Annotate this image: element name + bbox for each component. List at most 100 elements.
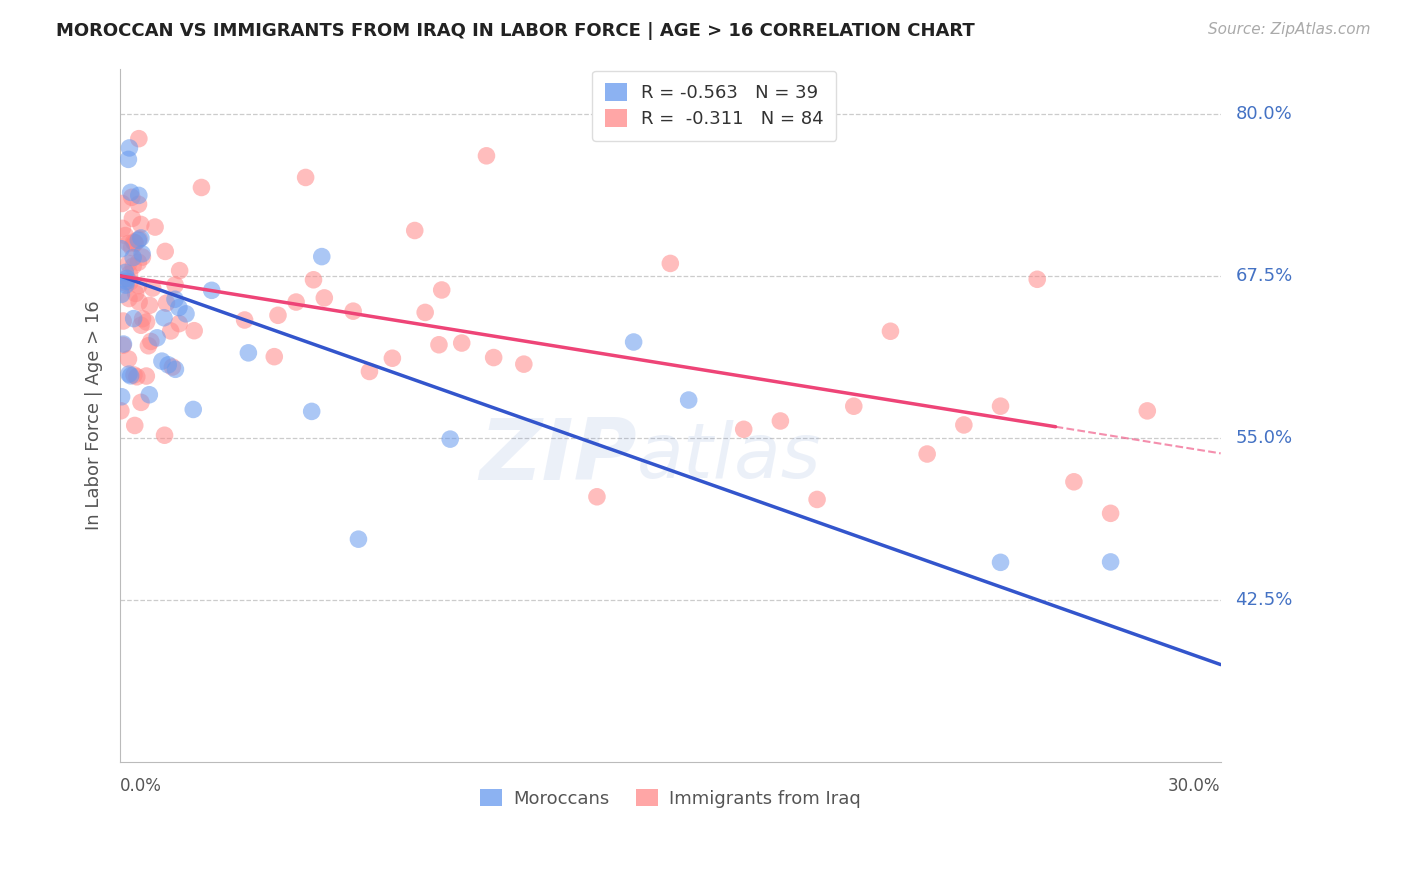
Point <box>190 180 212 194</box>
Point <box>129 231 152 245</box>
Text: 30.0%: 30.0% <box>1168 777 1220 796</box>
Point <box>138 298 160 312</box>
Point <box>842 399 865 413</box>
Point <box>128 232 150 246</box>
Point <box>359 364 381 378</box>
Point <box>263 350 285 364</box>
Point <box>117 153 139 167</box>
Point <box>117 236 139 251</box>
Point <box>131 311 153 326</box>
Point <box>342 304 364 318</box>
Point <box>131 246 153 260</box>
Point <box>114 265 136 279</box>
Point <box>127 255 149 269</box>
Point <box>110 390 132 404</box>
Point <box>953 417 976 432</box>
Point <box>769 414 792 428</box>
Point <box>475 149 498 163</box>
Text: Source: ZipAtlas.com: Source: ZipAtlas.com <box>1208 22 1371 37</box>
Point <box>114 228 136 243</box>
Point <box>135 369 157 384</box>
Point <box>129 395 152 409</box>
Point <box>450 336 472 351</box>
Text: 67.5%: 67.5% <box>1236 267 1292 285</box>
Point <box>143 220 166 235</box>
Text: atlas: atlas <box>637 420 821 494</box>
Point <box>110 404 132 418</box>
Point <box>302 273 325 287</box>
Point <box>427 338 450 352</box>
Point <box>124 286 146 301</box>
Point <box>128 197 150 211</box>
Point <box>129 218 152 232</box>
Point <box>118 367 141 381</box>
Point <box>1099 555 1122 569</box>
Point <box>117 351 139 366</box>
Point <box>128 131 150 145</box>
Point <box>129 318 152 333</box>
Point <box>115 271 138 285</box>
Point <box>122 235 145 249</box>
Point <box>733 422 755 436</box>
Point <box>122 368 145 382</box>
Point <box>159 324 181 338</box>
Point <box>131 250 153 264</box>
Point <box>114 278 136 293</box>
Point <box>128 294 150 309</box>
Point <box>990 555 1012 569</box>
Point <box>169 263 191 277</box>
Point <box>301 404 323 418</box>
Point <box>430 283 453 297</box>
Point <box>120 368 142 383</box>
Text: 80.0%: 80.0% <box>1236 105 1292 123</box>
Point <box>124 418 146 433</box>
Point <box>125 369 148 384</box>
Point <box>110 287 132 301</box>
Point <box>122 259 145 273</box>
Point <box>115 274 138 288</box>
Point <box>112 337 135 351</box>
Point <box>163 292 186 306</box>
Point <box>120 186 142 200</box>
Point <box>112 338 135 352</box>
Point <box>314 291 336 305</box>
Point <box>183 324 205 338</box>
Point <box>138 339 160 353</box>
Point <box>586 490 609 504</box>
Point <box>122 311 145 326</box>
Point <box>513 357 536 371</box>
Point <box>142 281 165 295</box>
Point <box>990 399 1012 413</box>
Point <box>1063 475 1085 489</box>
Point <box>150 354 173 368</box>
Point <box>678 392 700 407</box>
Point <box>155 296 177 310</box>
Point <box>138 388 160 402</box>
Point <box>114 276 136 290</box>
Point <box>413 305 436 319</box>
Point <box>122 251 145 265</box>
Point <box>120 275 142 289</box>
Point <box>111 196 134 211</box>
Point <box>118 141 141 155</box>
Point <box>153 310 176 325</box>
Point <box>153 428 176 442</box>
Point <box>167 317 190 331</box>
Point <box>146 331 169 345</box>
Point <box>110 242 132 256</box>
Point <box>181 402 204 417</box>
Point <box>294 170 316 185</box>
Point <box>1026 272 1049 286</box>
Point <box>233 313 256 327</box>
Point <box>124 236 146 251</box>
Point <box>167 301 190 315</box>
Point <box>482 351 505 365</box>
Point <box>267 308 290 322</box>
Point <box>155 244 177 259</box>
Text: 42.5%: 42.5% <box>1236 591 1292 609</box>
Point <box>128 278 150 293</box>
Point <box>165 362 187 376</box>
Point <box>201 283 224 297</box>
Point <box>128 188 150 202</box>
Point <box>118 256 141 270</box>
